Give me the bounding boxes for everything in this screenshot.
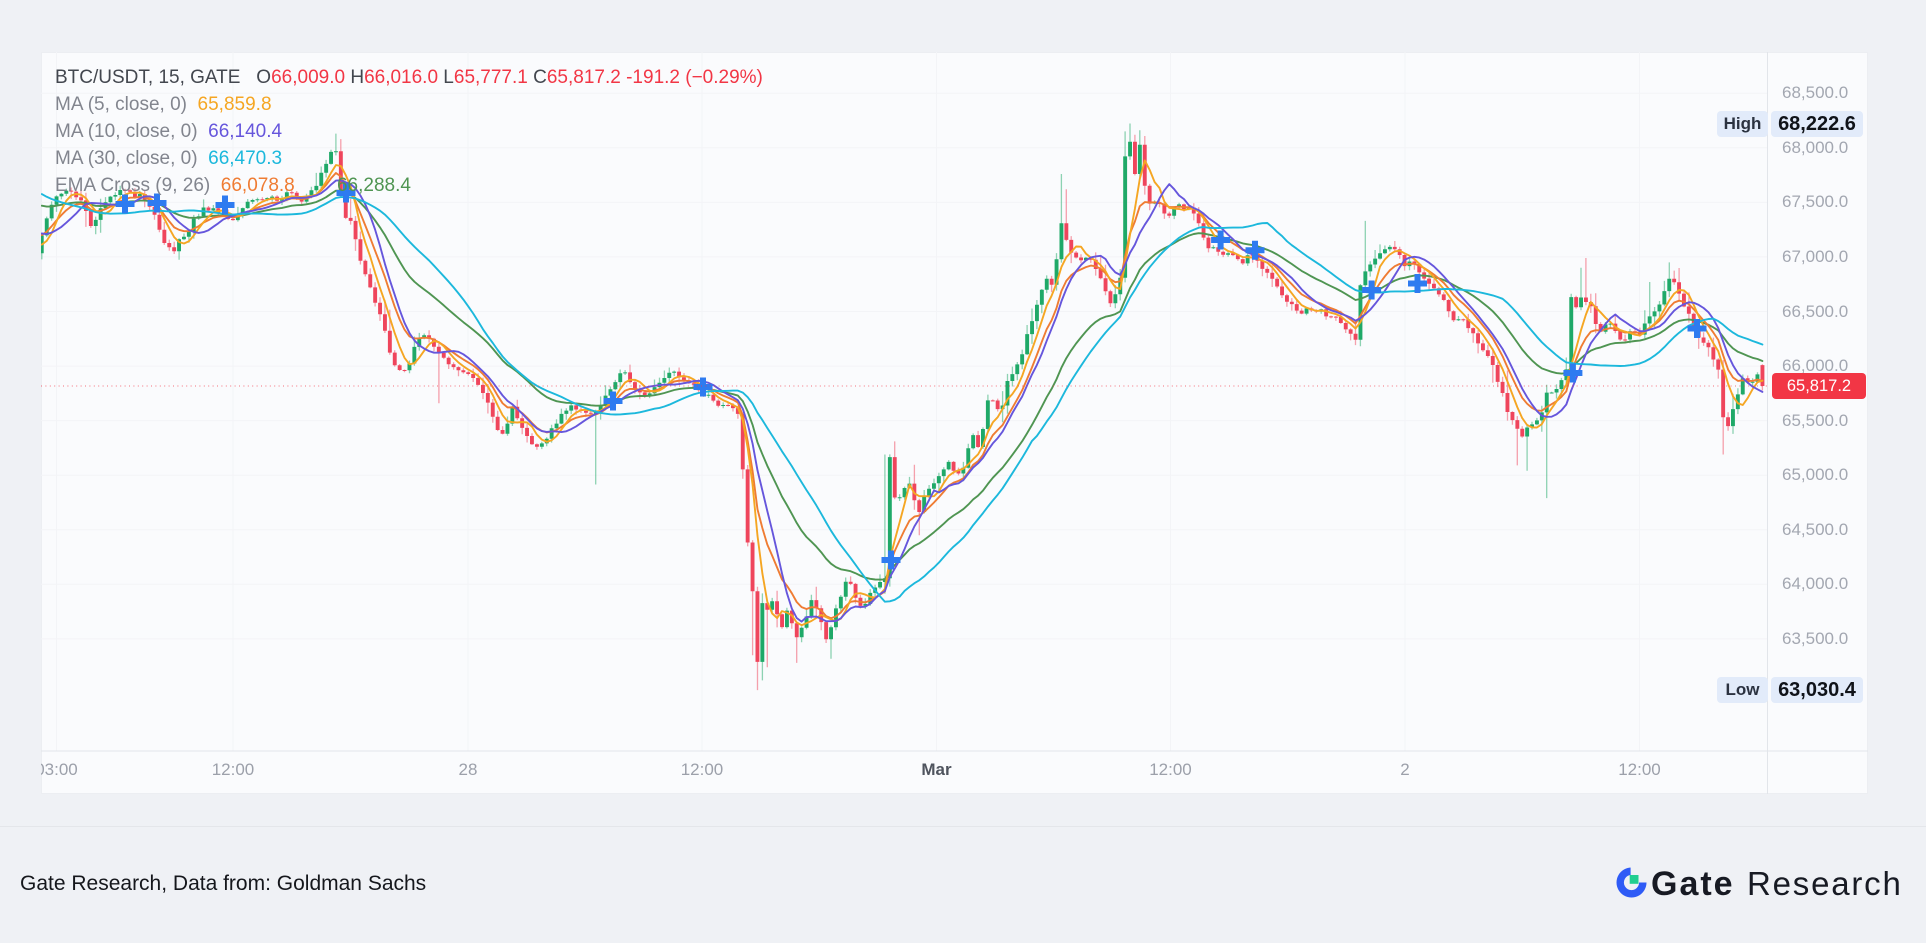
svg-text:Gate: Gate [1651,866,1735,902]
svg-text:Research: Research [1747,866,1903,902]
